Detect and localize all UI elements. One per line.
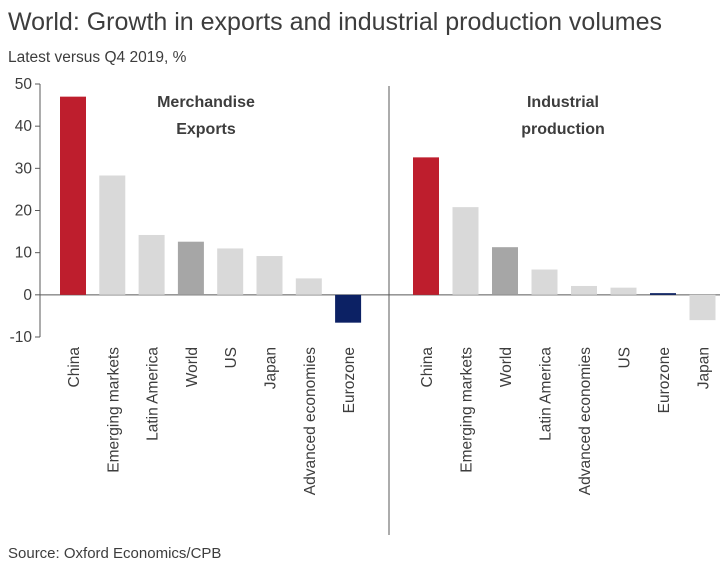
y-tick-label: 20 (15, 203, 33, 220)
chart-panel: Industrial production China Emerging market… (413, 94, 716, 495)
bar (217, 248, 244, 295)
category-label: Latin America (538, 347, 555, 441)
bar (335, 294, 362, 323)
source-note: Source: Oxford Economics/CPB (8, 545, 222, 562)
bar (452, 207, 479, 295)
bar (99, 175, 126, 295)
y-tick-label: 0 (23, 287, 32, 304)
y-tick-label: 10 (15, 245, 33, 262)
bar (256, 256, 283, 295)
category-label: US (617, 347, 634, 369)
bar (295, 278, 322, 295)
category-label: China (66, 347, 83, 388)
y-tick-label: -10 (10, 329, 33, 346)
category-label: Advanced economies (577, 347, 594, 495)
y-tick-label: 40 (15, 118, 33, 135)
category-label: Latin America (145, 347, 162, 441)
y-tick-label: 30 (15, 160, 33, 177)
category-label: World (184, 347, 201, 387)
bar (531, 269, 558, 295)
category-label: China (419, 347, 436, 388)
bar (571, 285, 597, 295)
bar (650, 293, 676, 295)
category-label: Eurozone (341, 347, 358, 413)
bar (492, 247, 518, 295)
y-axis: 50 40 30 20 10 0 -10 (10, 76, 41, 346)
category-label: Advanced economies (302, 347, 319, 495)
bar (413, 157, 439, 295)
bar (138, 234, 165, 295)
panel-title: Exports (176, 121, 236, 138)
category-label: Emerging markets (459, 347, 476, 473)
category-label: Japan (696, 347, 713, 389)
bar (610, 287, 637, 295)
category-label: Emerging markets (105, 347, 122, 473)
panel-title: Merchandise (157, 94, 255, 111)
bar (60, 96, 86, 295)
chart-panel: Merchandise Exports China Emerging markets L… (60, 94, 362, 495)
bar (177, 241, 204, 295)
category-label: Japan (263, 347, 280, 389)
y-tick-label: 50 (15, 76, 33, 93)
chart-panels: Merchandise Exports China Emerging markets L… (60, 94, 716, 495)
panel-title: production (521, 121, 605, 138)
chart-subtitle: Latest versus Q4 2019, % (8, 49, 187, 66)
bar (689, 294, 716, 321)
category-label: Eurozone (656, 347, 673, 413)
chart-title: World: Growth in exports and industrial … (8, 8, 663, 36)
category-label: World (498, 347, 515, 387)
panel-title: Industrial (527, 94, 599, 111)
category-label: US (223, 347, 240, 369)
